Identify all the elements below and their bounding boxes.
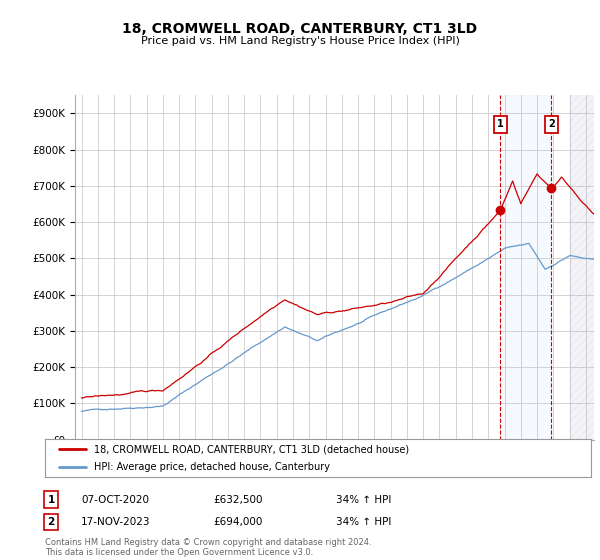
- Text: Price paid vs. HM Land Registry's House Price Index (HPI): Price paid vs. HM Land Registry's House …: [140, 36, 460, 46]
- Text: £632,500: £632,500: [213, 494, 263, 505]
- Text: £694,000: £694,000: [213, 517, 262, 527]
- Text: 34% ↑ HPI: 34% ↑ HPI: [336, 494, 391, 505]
- Text: 2: 2: [548, 119, 555, 129]
- Text: 1: 1: [47, 494, 55, 505]
- Text: 18, CROMWELL ROAD, CANTERBURY, CT1 3LD: 18, CROMWELL ROAD, CANTERBURY, CT1 3LD: [122, 22, 478, 36]
- Text: 07-OCT-2020: 07-OCT-2020: [81, 494, 149, 505]
- Bar: [569, 95, 599, 440]
- Text: 1: 1: [497, 119, 504, 129]
- Text: 2: 2: [47, 517, 55, 527]
- Text: 18, CROMWELL ROAD, CANTERBURY, CT1 3LD (detached house): 18, CROMWELL ROAD, CANTERBURY, CT1 3LD (…: [94, 444, 409, 454]
- Bar: [500, 95, 551, 440]
- Text: Contains HM Land Registry data © Crown copyright and database right 2024.
This d: Contains HM Land Registry data © Crown c…: [45, 538, 371, 557]
- Text: HPI: Average price, detached house, Canterbury: HPI: Average price, detached house, Cant…: [94, 462, 330, 472]
- Text: 17-NOV-2023: 17-NOV-2023: [81, 517, 151, 527]
- Text: 34% ↑ HPI: 34% ↑ HPI: [336, 517, 391, 527]
